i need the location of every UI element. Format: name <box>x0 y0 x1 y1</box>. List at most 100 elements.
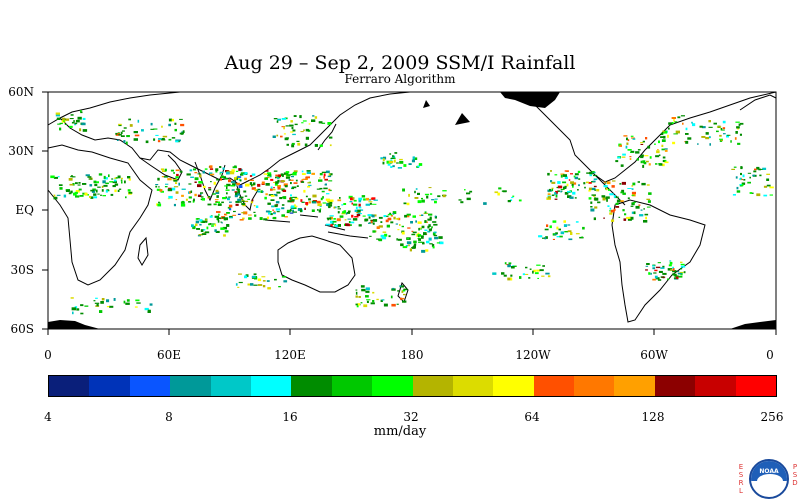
rain-speck <box>201 233 207 235</box>
rain-speck <box>550 170 552 172</box>
rain-speck <box>466 197 471 201</box>
rain-speck <box>93 196 98 199</box>
rain-speck <box>403 293 406 296</box>
rain-speck <box>231 169 235 173</box>
rain-speck <box>422 241 425 243</box>
rain-speck <box>380 221 383 223</box>
rain-speck <box>219 173 222 175</box>
rain-speck <box>575 221 579 223</box>
rain-speck <box>75 182 78 185</box>
rain-speck <box>577 189 579 191</box>
rain-speck <box>74 124 77 126</box>
rain-speck <box>304 143 308 147</box>
rain-speck <box>333 218 336 220</box>
rain-speck <box>382 236 387 240</box>
rain-speck <box>363 304 368 308</box>
rain-speck <box>503 274 507 277</box>
rain-speck <box>483 202 487 205</box>
arctic-ice-shape-2 <box>455 113 470 125</box>
rain-speck <box>194 193 197 197</box>
rain-speck <box>178 182 180 186</box>
rain-speck <box>433 223 438 226</box>
rain-speck <box>240 172 244 175</box>
rain-speck <box>283 126 285 130</box>
rain-speck <box>70 175 73 177</box>
colorbar-swatch <box>574 376 615 396</box>
rain-speck <box>622 153 626 156</box>
rain-speck <box>591 187 596 191</box>
rain-speck <box>264 196 267 200</box>
rain-speck <box>236 193 240 196</box>
rain-speck <box>626 142 629 145</box>
rain-speck <box>103 177 108 180</box>
rain-speck <box>653 272 657 274</box>
rain-speck <box>418 227 420 231</box>
rain-speck <box>592 180 596 183</box>
rain-speck <box>648 192 652 195</box>
rain-speck <box>492 272 497 275</box>
rain-speck <box>557 181 561 184</box>
rain-speck <box>644 213 649 216</box>
rain-speck <box>380 299 383 302</box>
rain-speck <box>175 199 178 201</box>
rain-speck <box>214 223 217 227</box>
colorbar-tick-128: 128 <box>641 410 665 424</box>
rain-speck <box>740 166 743 170</box>
map-frame <box>47 91 777 330</box>
rain-speck <box>224 185 228 187</box>
rain-speck <box>432 246 435 249</box>
colorbar-swatch <box>735 376 777 396</box>
rain-speck <box>402 188 405 192</box>
rain-speck <box>631 194 635 196</box>
rain-speck <box>164 186 168 188</box>
rain-speck <box>94 302 100 304</box>
rain-speck <box>588 189 591 192</box>
rain-speck <box>643 162 647 165</box>
rain-speck <box>382 158 385 161</box>
rain-speck <box>414 190 416 194</box>
rain-speck <box>570 181 574 184</box>
rain-speck <box>173 186 179 188</box>
rain-speck <box>501 272 505 275</box>
rain-speck <box>292 133 296 136</box>
rain-speck <box>290 194 292 197</box>
rain-speck <box>537 277 539 279</box>
rain-speck <box>372 291 375 294</box>
rain-speck <box>413 243 417 246</box>
rain-speck <box>631 191 636 194</box>
rain-speck <box>128 118 131 121</box>
rain-speck <box>633 211 636 215</box>
rain-speck <box>270 199 275 201</box>
rain-speck <box>615 202 619 205</box>
axis-ticks <box>42 91 777 335</box>
rain-speck <box>283 172 289 175</box>
rain-speck <box>654 275 658 279</box>
rain-speck <box>645 137 648 140</box>
rain-speck <box>394 152 398 154</box>
rain-speck <box>267 287 271 290</box>
rain-speck <box>397 238 402 241</box>
rain-speck <box>609 212 613 215</box>
rain-speck <box>147 309 151 312</box>
rain-speck <box>327 218 330 221</box>
rain-speck <box>272 188 276 191</box>
rain-speck <box>280 135 283 138</box>
rain-speck <box>192 225 196 229</box>
rain-speck <box>186 173 191 176</box>
rain-speck <box>408 163 412 165</box>
rain-speck <box>654 143 656 145</box>
rain-speck <box>658 140 660 144</box>
rain-speck <box>334 206 337 209</box>
rain-speck <box>433 234 438 237</box>
colorbar-tick-8: 8 <box>165 410 173 424</box>
rain-speck <box>192 228 196 230</box>
colorbar-swatch <box>493 376 534 396</box>
rain-speck <box>406 238 410 240</box>
rain-speck <box>564 192 569 195</box>
rain-speck <box>283 196 287 200</box>
rain-speck <box>401 225 404 228</box>
rain-speck <box>432 232 436 236</box>
rain-speck <box>283 133 286 135</box>
rain-speck <box>238 178 241 181</box>
rain-speck <box>389 212 392 215</box>
